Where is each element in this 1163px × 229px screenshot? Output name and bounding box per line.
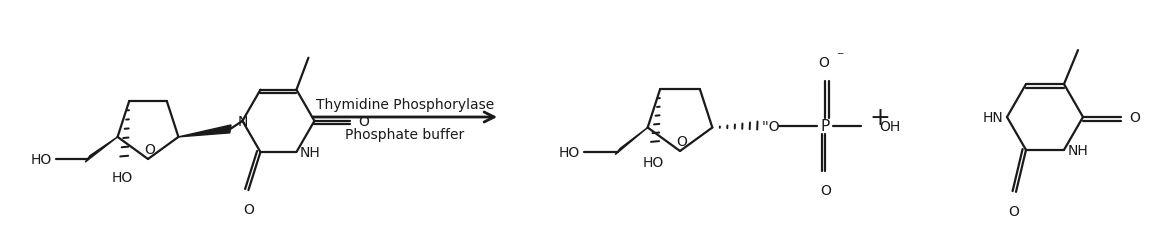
Text: O: O [358, 114, 370, 128]
Text: O: O [820, 183, 830, 197]
Text: O: O [1008, 204, 1020, 218]
Text: P: P [821, 118, 830, 134]
Text: HN: HN [983, 111, 1003, 124]
Text: O: O [818, 55, 829, 69]
Text: HO: HO [558, 145, 579, 159]
Text: +: + [870, 106, 891, 129]
Text: O: O [144, 142, 156, 156]
Text: O: O [243, 202, 254, 216]
Text: NH: NH [1068, 143, 1089, 157]
Text: O: O [1129, 111, 1140, 124]
Text: HO: HO [30, 152, 51, 166]
Text: $^-$: $^-$ [835, 50, 846, 63]
Text: Phosphate buffer: Phosphate buffer [345, 128, 465, 141]
Text: HO: HO [112, 170, 133, 184]
Polygon shape [615, 128, 648, 155]
Text: NH: NH [299, 145, 320, 159]
Text: Thymidine Phosphorylase: Thymidine Phosphorylase [316, 98, 494, 112]
Text: N: N [237, 114, 248, 128]
Text: O: O [677, 134, 687, 148]
Text: OH: OH [879, 119, 900, 133]
Text: HO: HO [642, 156, 664, 170]
Polygon shape [85, 137, 117, 162]
Text: ''O: ''O [762, 119, 780, 133]
Polygon shape [178, 125, 231, 137]
